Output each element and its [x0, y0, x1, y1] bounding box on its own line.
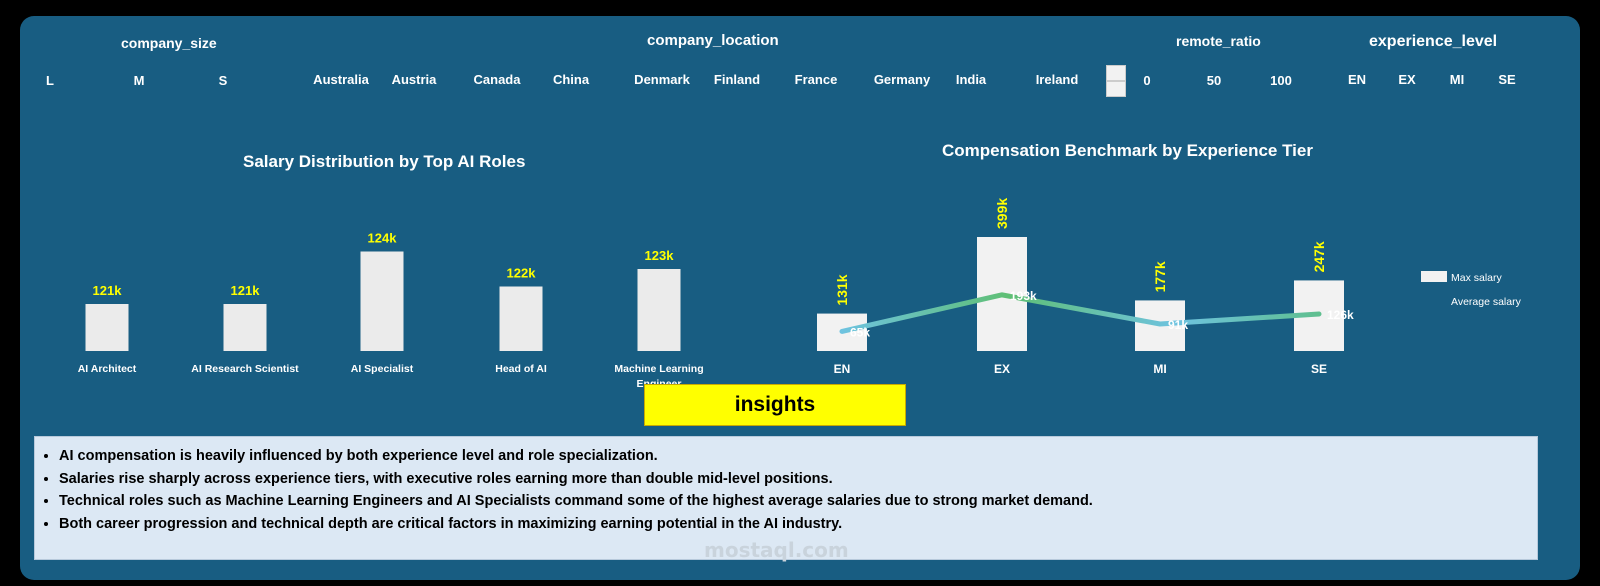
slicer-location-ireland[interactable]: Ireland [1035, 72, 1079, 87]
slicer-location-finland[interactable]: Finland [713, 72, 761, 87]
roles-bar [360, 251, 404, 351]
slicer-location-china[interactable]: China [552, 72, 590, 87]
roles-bar-label: 123k [645, 248, 675, 263]
slicer-experience-ex[interactable]: EX [1398, 72, 1416, 87]
roles-bar [637, 269, 681, 351]
roles-bar-label: 124k [368, 231, 398, 246]
watermark: mostaql.com [704, 538, 849, 562]
average-salary-label: 193k [1010, 289, 1037, 303]
experience-compensation-chart: 131k EN 399k EX 177k MI 247k SE 65k 193k 91k 126k Ma… [817, 198, 1522, 376]
roles-category-label: AI Research Scientist [191, 363, 299, 375]
legend-max-salary-label: Max salary [1451, 272, 1503, 284]
experience-category-label: EX [994, 362, 1010, 376]
slicer-experience-en[interactable]: EN [1347, 72, 1367, 87]
insights-list: AI compensation is heavily influenced by… [35, 445, 1537, 535]
max-salary-label: 247k [1311, 241, 1327, 272]
max-salary-label: 399k [994, 198, 1010, 229]
roles-category-label: AI Architect [78, 363, 137, 375]
average-salary-label: 91k [1168, 318, 1188, 332]
insights-heading: insights [644, 384, 906, 426]
insight-item: Technical roles such as Machine Learning… [59, 490, 1537, 513]
slicer-location-india[interactable]: India [955, 72, 987, 87]
slicer-scroll-down[interactable] [1106, 81, 1126, 97]
slicer-size-s[interactable]: S [218, 73, 228, 88]
slicer-size-m[interactable]: M [133, 73, 145, 88]
slicer-experience-se[interactable]: SE [1498, 72, 1516, 87]
insight-item: Salaries rise sharply across experience … [59, 468, 1537, 491]
roles-category-label: Machine Learning [614, 363, 703, 375]
average-salary-line [839, 292, 1322, 334]
roles-chart-title: Salary Distribution by Top AI Roles [243, 152, 526, 171]
slicer-remote-50[interactable]: 50 [1206, 73, 1222, 88]
company-location-slicer-title: company_location [647, 32, 779, 49]
max-salary-label: 131k [834, 274, 850, 305]
slicer-location-austria[interactable]: Austria [391, 72, 437, 87]
insight-item: Both career progression and technical de… [59, 513, 1537, 536]
experience-chart-title: Compensation Benchmark by Experience Tie… [942, 141, 1313, 160]
experience-level-slicer-title: experience_level [1369, 33, 1498, 50]
slicer-scroll-up[interactable] [1106, 65, 1126, 81]
slicer-location-france[interactable]: France [794, 72, 838, 87]
roles-bar [499, 286, 543, 351]
roles-bar-label: 121k [93, 283, 123, 298]
experience-category-label: SE [1311, 362, 1327, 376]
slicer-location-denmark[interactable]: Denmark [634, 72, 690, 87]
slicer-remote-0[interactable]: 0 [1143, 73, 1151, 88]
legend-max-salary-swatch [1421, 271, 1447, 282]
company-size-slicer-title: company_size [121, 35, 217, 51]
roles-bar-label: 121k [231, 283, 261, 298]
roles-bar [223, 304, 267, 351]
experience-category-label: MI [1153, 362, 1166, 376]
slicer-remote-100[interactable]: 100 [1270, 73, 1292, 88]
max-salary-label: 177k [1152, 261, 1168, 292]
roles-category-label: AI Specialist [351, 363, 414, 375]
slicer-size-l[interactable]: L [46, 73, 54, 88]
insights-panel: AI compensation is heavily influenced by… [34, 436, 1538, 560]
slicer-location-canada[interactable]: Canada [473, 72, 521, 87]
roles-bar-label: 122k [507, 266, 537, 281]
insight-item: AI compensation is heavily influenced by… [59, 445, 1537, 468]
slicer-location-germany[interactable]: Germany [873, 72, 931, 87]
slicer-location-australia[interactable]: Australia [313, 72, 369, 87]
roles-bar [85, 304, 129, 351]
experience-category-label: EN [834, 362, 851, 376]
roles-salary-chart: 121k AI Architect 121k AI Research Scientis… [78, 231, 704, 391]
remote-ratio-slicer-title: remote_ratio [1176, 33, 1261, 49]
roles-category-label: Head of AI [495, 363, 547, 375]
average-salary-label: 65k [850, 325, 870, 339]
average-salary-label: 126k [1327, 308, 1354, 322]
slicer-experience-mi[interactable]: MI [1449, 72, 1465, 87]
legend-average-salary-label: Average salary [1451, 296, 1522, 308]
